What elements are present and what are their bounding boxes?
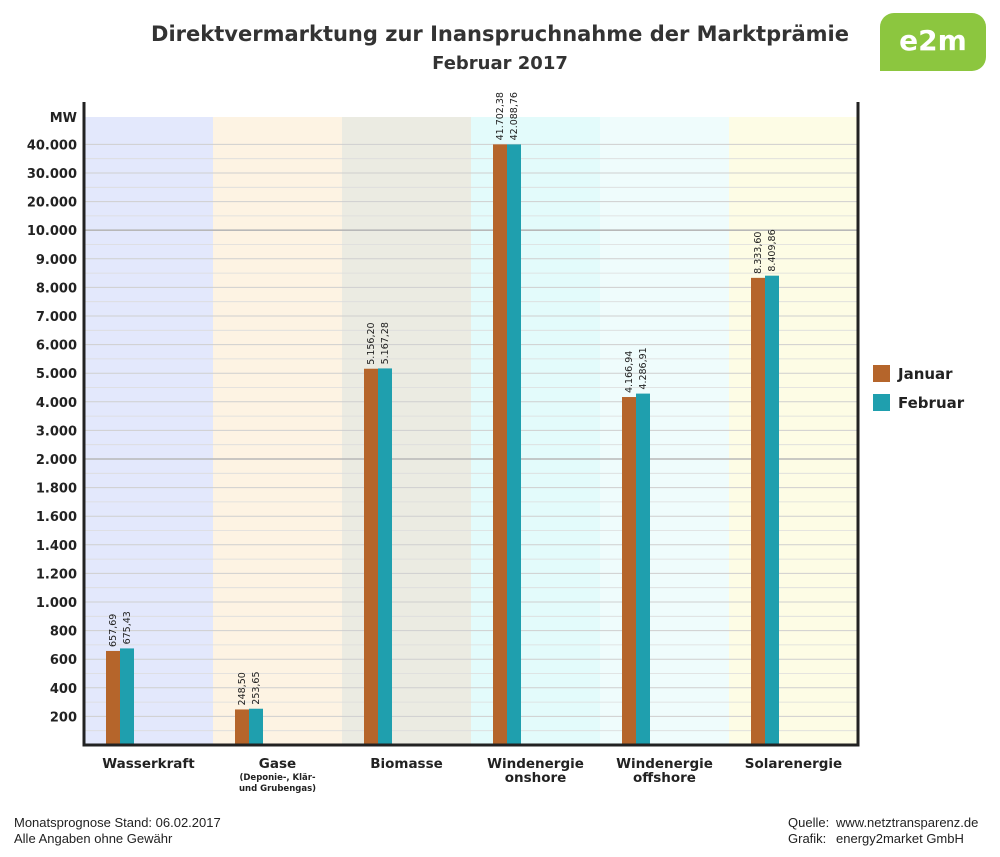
bar-value-label: 675,43 — [122, 611, 133, 644]
y-tick-label: 6.000 — [36, 339, 77, 354]
y-tick-label: 9.000 — [36, 253, 77, 268]
bar — [751, 277, 765, 745]
source-credits: Quelle: www.netztransparenz.de Grafik: ene… — [788, 815, 978, 847]
category-sublabel: und Grubengas) — [239, 784, 316, 794]
category-sublabel: (Deponie-, Klär- — [239, 773, 316, 783]
y-tick-label: 8.000 — [36, 281, 77, 296]
y-tick-label: 30.000 — [27, 167, 77, 182]
y-tick-label: 20.000 — [27, 196, 77, 211]
bar — [235, 709, 249, 745]
axes: 200 400 600 800 1.000 1.200 1.400 1.600 1.800 2.0… — [27, 102, 860, 794]
category-sublabel: onshore — [505, 770, 567, 786]
bar-value-label: 657,69 — [108, 614, 119, 647]
bar-value-label: 5.156,20 — [366, 322, 377, 364]
bar-value-label: 8.409,86 — [767, 229, 778, 271]
e2m-logo: e2m — [880, 13, 986, 71]
category-background — [471, 117, 600, 745]
category-background — [729, 117, 858, 745]
bar — [378, 368, 392, 745]
bar — [507, 144, 521, 745]
y-tick-label: 1.400 — [36, 539, 77, 554]
y-tick-label: 40.000 — [27, 138, 77, 153]
bar — [120, 648, 134, 745]
forecast-note: Monatsprognose Stand: 06.02.2017 Alle An… — [14, 815, 221, 847]
data-labels: 657,69 675,43 248,50 253,65 5.156,20 5.167,28… — [108, 92, 778, 705]
legend-swatch — [873, 394, 890, 411]
y-tick-label: 3.000 — [36, 424, 77, 439]
bar-value-label: 8.333,60 — [753, 232, 764, 274]
y-tick-label: 1.000 — [36, 596, 77, 611]
category-label: Wasserkraft — [102, 756, 195, 772]
chart-subtitle: Februar 2017 — [432, 53, 568, 74]
bar-value-label: 41.702,38 — [495, 92, 506, 140]
bar — [493, 144, 507, 745]
graphic-value: energy2market GmbH — [836, 831, 964, 846]
y-tick-label: 200 — [50, 710, 77, 725]
disclaimer: Alle Angaben ohne Gewähr — [14, 831, 173, 846]
forecast-date: Monatsprognose Stand: 06.02.2017 — [14, 815, 221, 830]
source-value: www.netztransparenz.de — [836, 815, 979, 830]
y-tick-label: 1.600 — [36, 510, 77, 525]
bar — [765, 275, 779, 745]
bar-value-label: 253,65 — [251, 671, 262, 704]
category-background — [84, 117, 213, 745]
legend: Januar Februar — [873, 365, 965, 412]
bar — [249, 708, 263, 745]
graphic-label: Grafik: — [788, 831, 827, 846]
y-tick-label: 7.000 — [36, 310, 77, 325]
category-background — [213, 117, 342, 745]
category-label: Gase — [259, 756, 296, 772]
legend-swatch — [873, 365, 890, 382]
y-tick-label: 400 — [50, 682, 77, 697]
gridlines — [84, 143, 858, 732]
y-tick-label: 600 — [50, 653, 77, 668]
bar-value-label: 4.166,94 — [624, 351, 635, 393]
y-tick-label: 5.000 — [36, 367, 77, 382]
bar-value-label: 4.286,91 — [638, 347, 649, 389]
y-tick-label: 1.800 — [36, 482, 77, 497]
bars — [106, 144, 779, 745]
legend-label: Februar — [898, 394, 965, 412]
bar-value-label: 42.088,76 — [509, 92, 520, 140]
bar-value-label: 248,50 — [237, 672, 248, 705]
bar-value-label: 5.167,28 — [380, 322, 391, 364]
category-label: Biomasse — [370, 756, 443, 772]
bar — [636, 393, 650, 745]
y-tick-label: 10.000 — [27, 224, 77, 239]
chart-title: Direktvermarktung zur Inanspruchnahme de… — [151, 22, 849, 46]
category-label: Windenergie — [487, 756, 584, 772]
legend-label: Januar — [897, 365, 953, 383]
y-tick-label: 1.200 — [36, 567, 77, 582]
y-tick-label: 4.000 — [36, 396, 77, 411]
category-backgrounds — [84, 117, 858, 745]
category-background — [342, 117, 471, 745]
bar — [106, 650, 120, 745]
category-sublabel: offshore — [633, 770, 696, 786]
y-tick-label: 2.000 — [36, 453, 77, 468]
category-background — [600, 117, 729, 745]
category-label: Windenergie — [616, 756, 713, 772]
source-label: Quelle: — [788, 815, 830, 830]
bar — [622, 397, 636, 745]
bar — [364, 368, 378, 745]
y-tick-label: 800 — [50, 625, 77, 640]
y-axis-unit-label: MW — [50, 111, 77, 126]
category-label: Solarenergie — [745, 756, 842, 772]
